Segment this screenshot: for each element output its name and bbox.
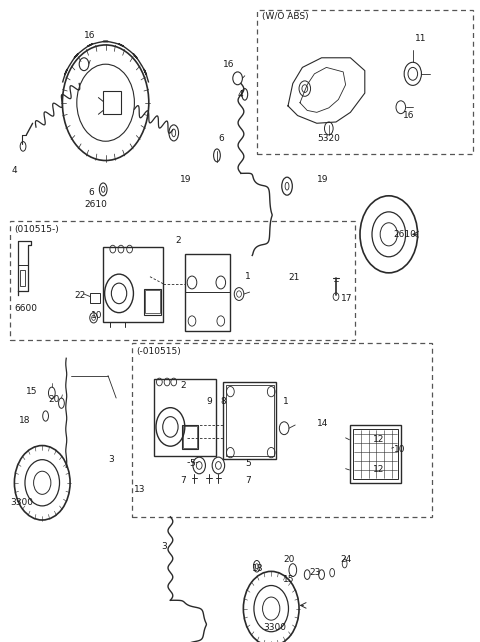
Bar [182,425,198,449]
Text: 3300: 3300 [11,498,34,507]
Text: 1: 1 [283,397,289,406]
Text: 13: 13 [134,485,146,494]
Text: 19: 19 [180,175,192,184]
Bar [185,254,230,331]
Text: 2: 2 [175,236,181,245]
Bar [226,385,274,456]
Bar [20,270,25,286]
Text: 12: 12 [373,435,385,444]
Text: 4: 4 [12,166,18,175]
Bar [103,247,163,322]
Text: 10: 10 [91,311,103,320]
Text: 24: 24 [341,555,352,564]
Text: (-010515): (-010515) [136,347,180,356]
Bar [132,343,432,517]
Bar [183,426,197,448]
Text: 16: 16 [223,60,235,69]
Bar [10,221,355,340]
Text: 16: 16 [84,31,96,40]
Bar [350,425,401,483]
Text: 6: 6 [89,188,95,197]
Text: 14: 14 [317,419,328,428]
Text: 2610: 2610 [394,230,417,239]
Text: 4: 4 [238,90,243,99]
Text: 23: 23 [310,568,321,577]
Text: (W/O ABS): (W/O ABS) [262,12,308,21]
Text: 8: 8 [221,397,227,406]
Text: 18: 18 [19,416,31,425]
Text: 15: 15 [283,575,295,584]
Text: 15: 15 [26,387,38,396]
Text: 6: 6 [218,134,224,143]
Bar [223,382,276,459]
Bar [144,289,161,315]
Text: 7: 7 [180,476,186,485]
Text: 7: 7 [245,476,251,485]
Text: 20: 20 [48,395,60,404]
Text: 3: 3 [108,455,114,464]
Bar [103,91,121,114]
Text: 5: 5 [245,459,251,468]
Text: (010515-): (010515-) [14,225,59,234]
Text: 1: 1 [245,272,251,281]
Text: 22: 22 [74,291,85,300]
Text: 6600: 6600 [14,304,37,313]
Text: 18: 18 [252,564,264,573]
Text: 20: 20 [283,555,295,564]
Text: 3300: 3300 [263,623,286,632]
Text: 10: 10 [394,445,405,454]
Text: 5: 5 [190,459,195,468]
Text: 19: 19 [317,175,328,184]
Bar [353,429,398,479]
Text: 12: 12 [373,465,385,474]
Text: 11: 11 [415,34,427,43]
Text: 9: 9 [206,397,212,406]
Text: 2610: 2610 [84,200,107,209]
Text: 5320: 5320 [317,134,340,143]
Bar [257,10,473,154]
Text: 17: 17 [341,294,352,303]
Text: 21: 21 [288,273,300,282]
Text: 2: 2 [180,381,186,390]
Text: 16: 16 [403,111,415,120]
Bar [154,379,216,456]
Bar [145,290,160,313]
Bar [90,293,100,303]
Text: 3: 3 [161,542,167,551]
